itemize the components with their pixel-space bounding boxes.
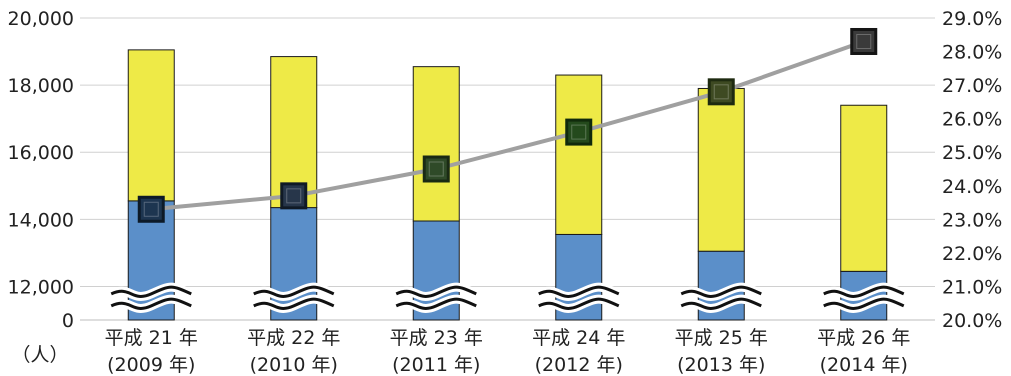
right-axis-tick-label: 26.0%: [942, 109, 1002, 131]
series-line-marker: [137, 195, 165, 223]
left-axis-tick-label: 12,000: [8, 276, 74, 298]
left-axis-tick-label: 14,000: [8, 209, 74, 231]
bar-segment-upper: [412, 66, 460, 222]
series-line-marker-inner: [428, 161, 444, 177]
axis-break-mark: [680, 285, 762, 298]
right-axis-tick-label: 28.0%: [942, 42, 1002, 64]
right-axis-tick-label: 25.0%: [942, 142, 1002, 164]
left-axis-tick-label: 20,000: [8, 8, 74, 30]
right-axis-tick-label: 22.0%: [942, 243, 1002, 265]
series-line-marker: [280, 182, 308, 210]
right-axis-tick-label: 27.0%: [942, 75, 1002, 97]
series-line-marker-inner: [143, 201, 159, 217]
right-axis-tick-label: 23.0%: [942, 209, 1002, 231]
category-label: 平成 22 年: [247, 327, 340, 349]
axis-break-mark: [823, 297, 905, 310]
series-line-marker-inner: [571, 124, 587, 140]
right-axis-tick-label: 24.0%: [942, 176, 1002, 198]
axis-break-mark: [253, 297, 335, 310]
left-axis-tick-label: 16,000: [8, 142, 74, 164]
left-axis-tick-label: 18,000: [8, 75, 74, 97]
category-label: 平成 23 年: [390, 327, 483, 349]
right-axis-tick-label: 21.0%: [942, 276, 1002, 298]
axis-break-mark: [395, 285, 477, 298]
axis-break-mark: [680, 297, 762, 310]
category-label: (2014 年): [820, 354, 908, 376]
series-line-marker-inner: [713, 84, 729, 100]
category-label: (2010 年): [250, 354, 338, 376]
series-line-marker: [422, 155, 450, 183]
right-axis-tick-label: 20.0%: [942, 310, 1002, 332]
right-axis-tick-label: 29.0%: [942, 8, 1002, 30]
axis-break-mark: [110, 297, 192, 310]
category-label: 平成 25 年: [675, 327, 768, 349]
series-line: [151, 39, 865, 212]
category-label: (2011 年): [392, 354, 480, 376]
bar-segment-upper: [127, 49, 175, 202]
category-label: 平成 24 年: [532, 327, 625, 349]
series-line-marker-inner: [856, 33, 872, 49]
axis-break-mark: [538, 297, 620, 310]
axis-break-mark: [110, 285, 192, 298]
category-label: (2009 年): [107, 354, 195, 376]
category-label: 平成 21 年: [105, 327, 198, 349]
bar-segment-upper: [840, 104, 888, 272]
bar-segment-upper: [697, 87, 745, 252]
axis-break-mark: [823, 285, 905, 298]
axis-break-mark: [395, 297, 477, 310]
bar-segment-upper: [555, 74, 603, 235]
series-line-marker: [565, 118, 593, 146]
category-label: (2013 年): [677, 354, 765, 376]
series-line-marker: [850, 27, 878, 55]
series-line-marker: [707, 78, 735, 106]
left-axis-tick-label: 0: [62, 310, 74, 332]
left-axis-unit-label: （人）: [11, 344, 68, 366]
axis-break-mark: [253, 285, 335, 298]
category-label: (2012 年): [535, 354, 623, 376]
axis-break-mark: [538, 285, 620, 298]
category-label: 平成 26 年: [817, 327, 910, 349]
series-line-marker-inner: [286, 188, 302, 204]
